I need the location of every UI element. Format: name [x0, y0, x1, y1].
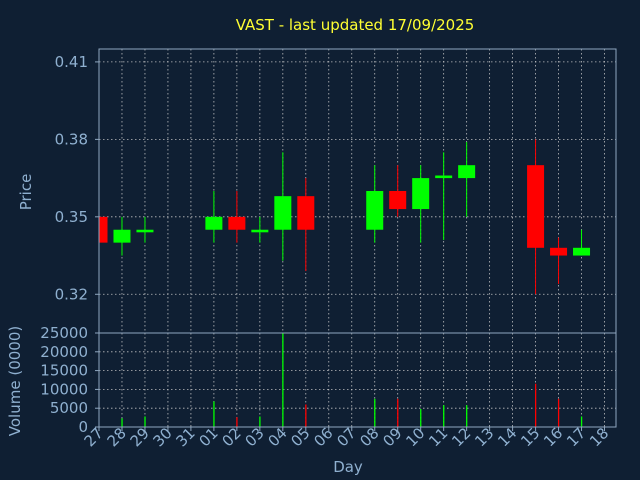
volume-bar: [420, 408, 422, 427]
volume-axis-label: Volume (0000): [6, 326, 24, 436]
volume-bar: [397, 398, 399, 427]
candle-body: [366, 191, 384, 230]
volume-bar: [374, 398, 376, 427]
volume-bar: [557, 398, 560, 427]
price-tick-label: 0.32: [55, 285, 88, 303]
candle-body: [274, 196, 292, 230]
volume-bar: [466, 405, 468, 427]
volume-tick-label: 25000: [40, 324, 88, 342]
candle-body: [251, 229, 269, 233]
volume-tick-label: 0: [78, 418, 88, 436]
volume-bar: [121, 418, 123, 427]
price-axis-label: Price: [17, 174, 35, 211]
volume-tick-label: 5000: [50, 399, 88, 417]
price-panel: 0.32 0.35 0.38 0.41: [55, 49, 616, 333]
volume-bar: [144, 416, 146, 427]
x-axis-ticks: 2728293031010203040506070809101112131415…: [81, 424, 613, 450]
volume-bar: [236, 417, 238, 427]
candle-body: [136, 229, 154, 233]
candle-body: [389, 191, 407, 210]
candle-body: [228, 216, 246, 230]
candle-body: [297, 196, 315, 230]
candle-body: [458, 165, 476, 179]
candle-body: [113, 229, 131, 243]
volume-bar: [305, 404, 307, 427]
price-tick-label: 0.35: [55, 208, 88, 226]
volume-tick-label: 15000: [40, 362, 88, 380]
candle-body: [99, 216, 108, 243]
volume-bar: [534, 383, 537, 427]
chart-title: VAST - last updated 17/09/2025: [236, 16, 475, 34]
price-tick-label: 0.38: [55, 130, 88, 148]
candle-body: [550, 247, 568, 256]
candle-body: [435, 175, 453, 179]
candle-body: [205, 216, 223, 230]
candle-body: [412, 178, 430, 210]
x-axis-label: Day: [333, 458, 363, 476]
price-tick-label: 0.41: [55, 53, 88, 71]
volume-tick-label: 10000: [40, 380, 88, 398]
volume-bar: [213, 401, 215, 427]
volume-plot-frame: [98, 332, 617, 428]
candle-body: [573, 247, 591, 256]
volume-bar: [443, 405, 445, 427]
volume-bar: [259, 416, 261, 427]
volume-bar: [282, 333, 284, 427]
volume-tick-label: 20000: [40, 343, 88, 361]
candle-body: [527, 165, 545, 248]
volume-bar: [580, 416, 583, 427]
